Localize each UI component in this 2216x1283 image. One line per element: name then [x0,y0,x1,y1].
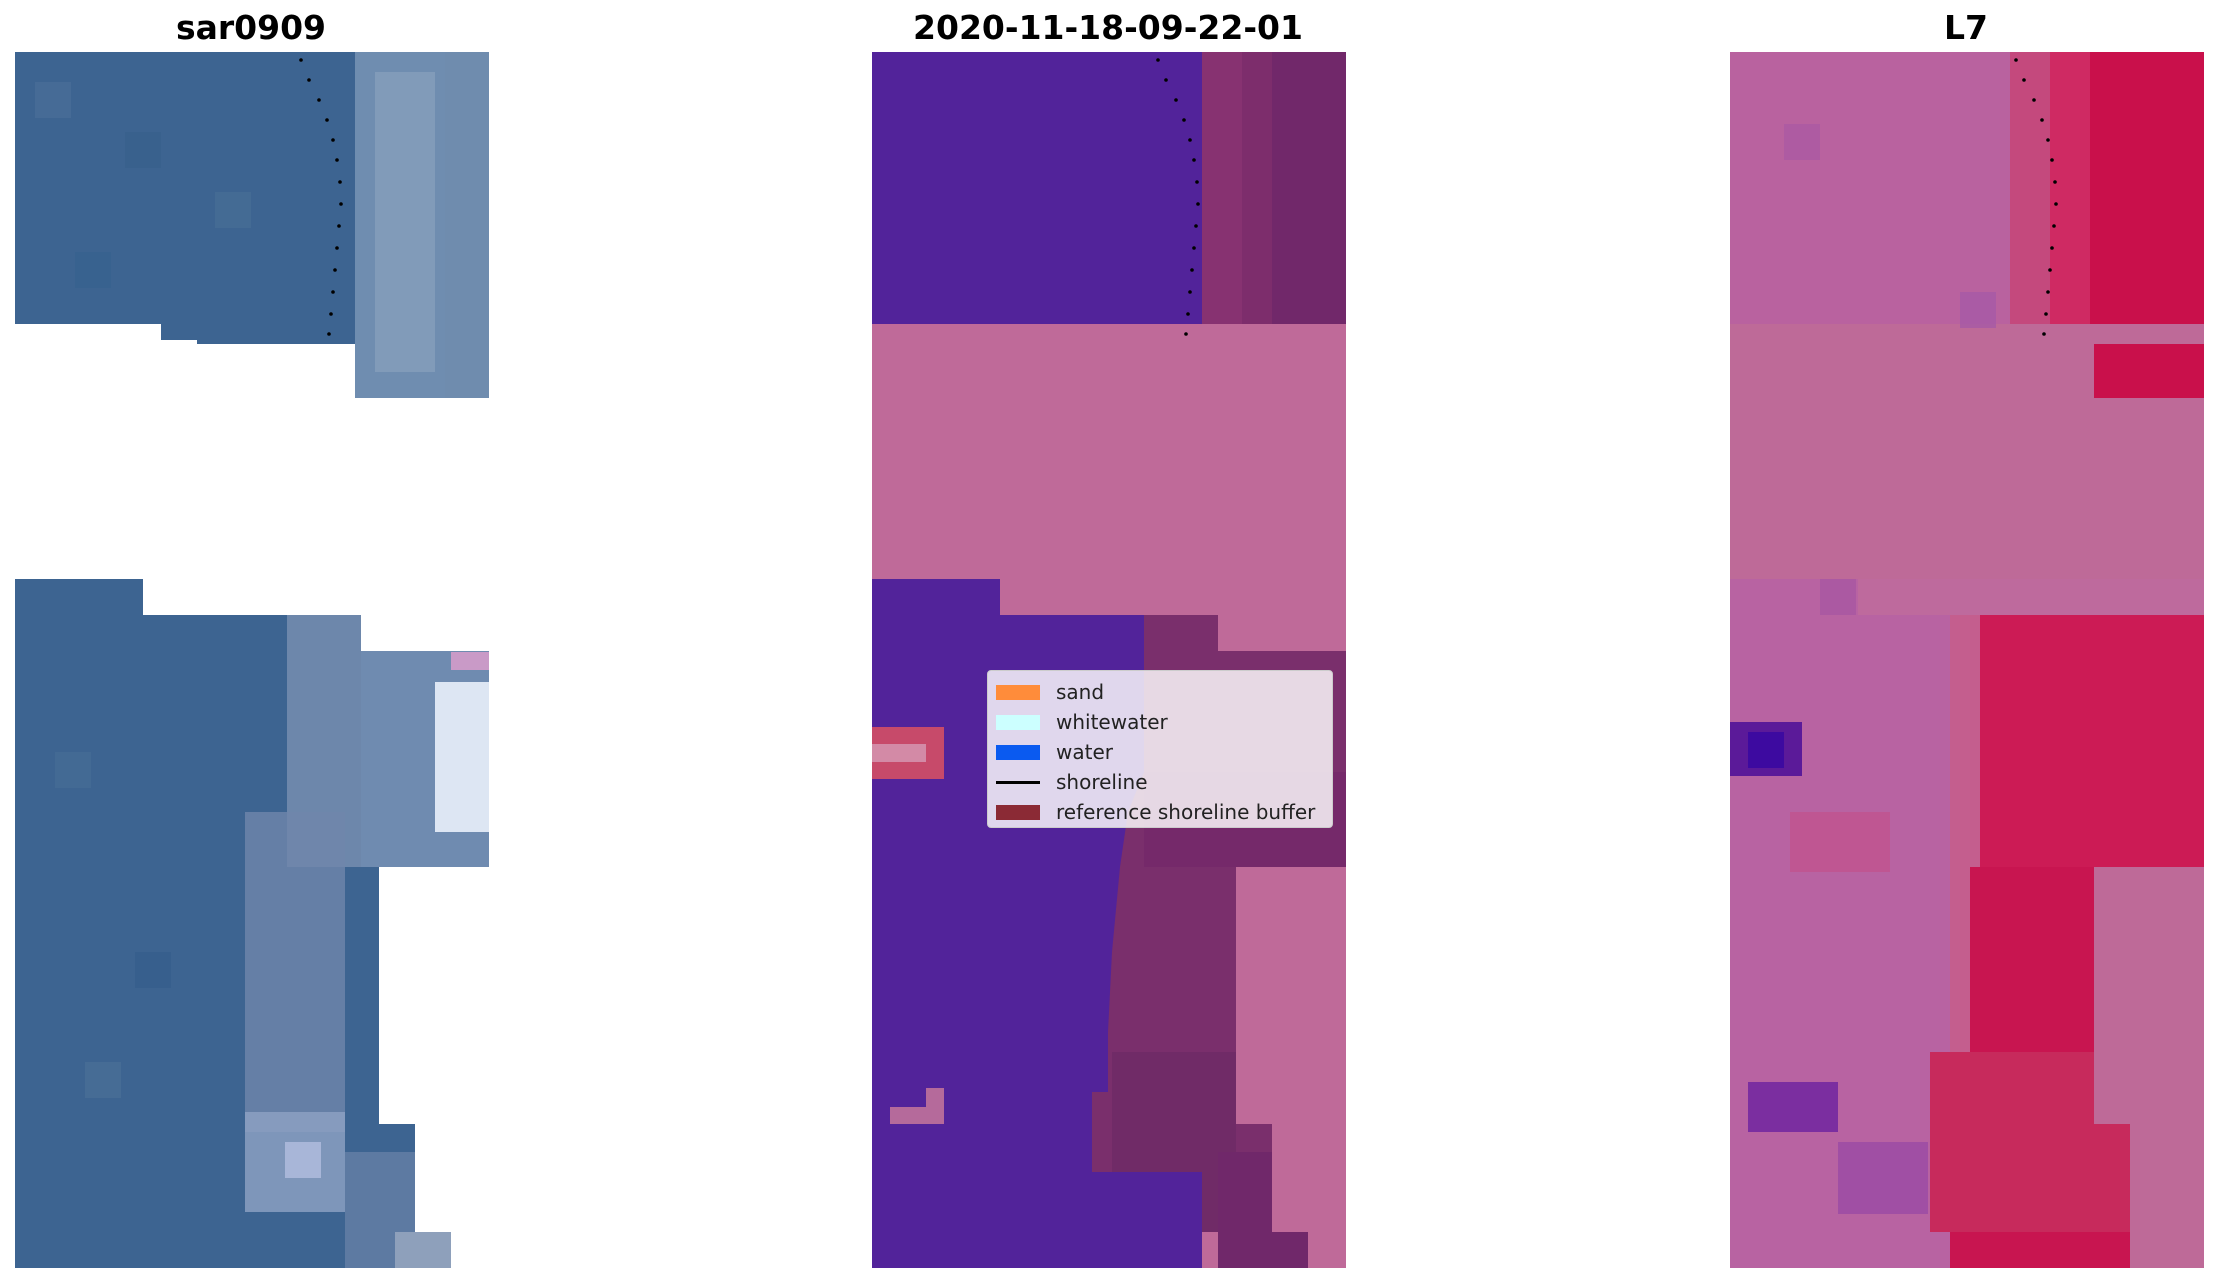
legend-item-whitewater: whitewater [996,707,1324,737]
panel-title-classified: 2020-11-18-09-22-01 [913,8,1303,47]
legend-label: sand [1056,680,1105,704]
legend-label: reference shoreline buffer [1056,800,1316,824]
panel-title-rgb: sar0909 [175,8,327,47]
legend-item-reference-buffer: reference shoreline buffer [996,797,1324,827]
legend-label: whitewater [1056,710,1168,734]
shoreline-line-swatch [996,780,1040,784]
legend-item-shoreline: shoreline [996,767,1324,797]
legend: sand whitewater water shoreline referenc… [987,670,1333,828]
legend-label: shoreline [1056,770,1148,794]
index-image-panel [1730,52,2204,1268]
classified-image [872,52,1346,1268]
shoreline-dots [2014,58,2058,336]
buffer-swatch [996,804,1040,820]
legend-label: water [1056,740,1113,764]
rgb-image-panel [15,52,489,1268]
index-image [1730,52,2204,1268]
panel-title-index: L7 [1944,8,1988,47]
classified-image-panel [872,52,1346,1268]
legend-item-water: water [996,737,1324,767]
water-swatch [996,744,1040,760]
legend-item-sand: sand [996,677,1324,707]
whitewater-swatch [996,714,1040,730]
shoreline-dots [1156,58,1200,336]
rgb-image [15,52,489,1268]
sand-swatch [996,684,1040,700]
shoreline-dots [299,58,343,336]
